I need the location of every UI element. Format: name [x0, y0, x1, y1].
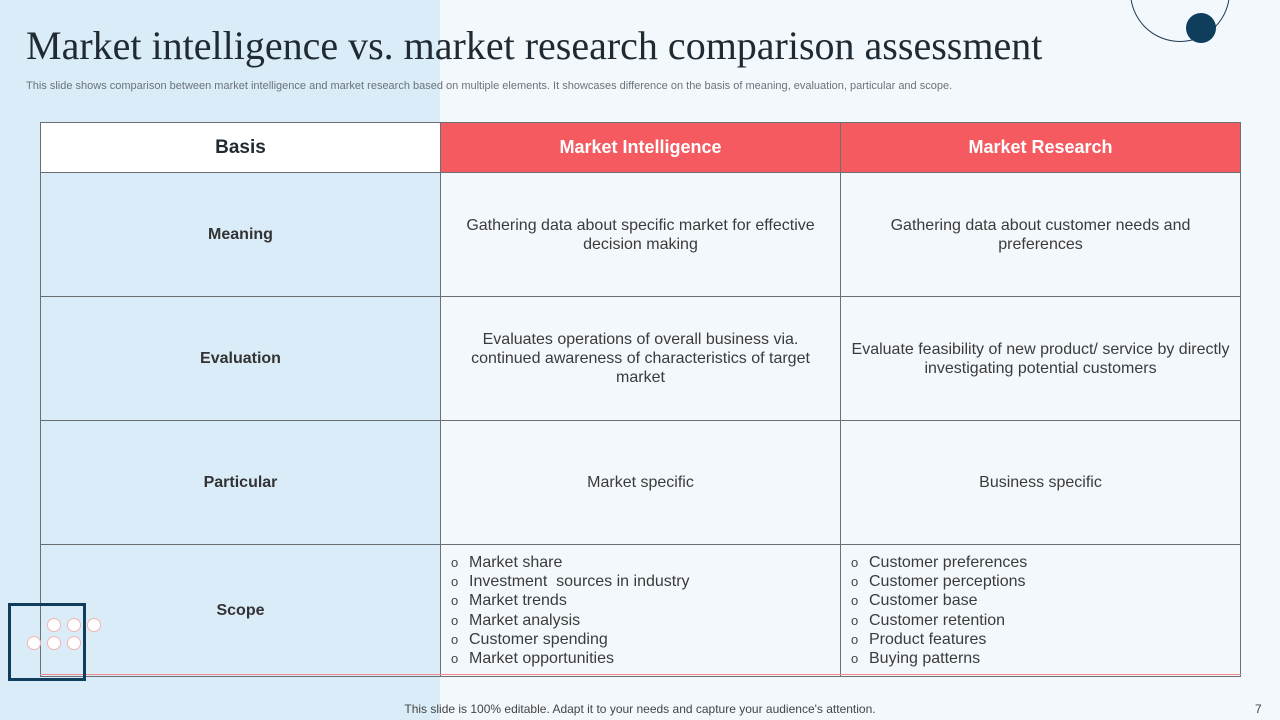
- decorative-dot: [47, 618, 61, 632]
- table-header-row: Basis Market Intelligence Market Researc…: [40, 122, 1241, 173]
- header-market-research: Market Research: [840, 122, 1241, 173]
- slide-title: Market intelligence vs. market research …: [26, 23, 1043, 68]
- comparison-table: Basis Market Intelligence Market Researc…: [40, 122, 1241, 677]
- basis-cell: Meaning: [40, 172, 441, 297]
- list-item-text: Customer perceptions: [869, 573, 1026, 591]
- bullet-circle-icon: o: [851, 631, 859, 647]
- list-item-text: Customer preferences: [869, 553, 1028, 571]
- basis-cell: Evaluation: [40, 296, 441, 421]
- list-item: o Buying patterns: [851, 649, 1230, 668]
- list-item-text: Market share: [469, 553, 563, 571]
- bottom-accent-line: [40, 674, 1241, 675]
- decorative-dot: [87, 618, 101, 632]
- header-basis: Basis: [40, 122, 441, 173]
- decorative-circle-dot: [1186, 13, 1216, 43]
- bullet-circle-icon: o: [451, 574, 459, 590]
- list-item: o Customer spending: [451, 630, 830, 649]
- list-item-text: Investment sources in industry: [469, 573, 690, 591]
- table-row-meaning: Meaning Gathering data about specific ma…: [40, 172, 1241, 297]
- scope-list-intelligence: o Market share o Investment sources in ind…: [451, 553, 830, 668]
- list-item: o Customer perceptions: [851, 572, 1230, 591]
- decorative-dot: [47, 636, 61, 650]
- bullet-circle-icon: o: [451, 650, 459, 666]
- bullet-circle-icon: o: [451, 554, 459, 570]
- market-research-scope-cell: o Customer preferences o Customer percepti…: [840, 544, 1241, 677]
- list-item: o Market trends: [451, 591, 830, 610]
- bullet-circle-icon: o: [851, 593, 859, 609]
- list-item-text: Customer base: [869, 592, 978, 610]
- bullet-circle-icon: o: [851, 650, 859, 666]
- decorative-square: [8, 603, 86, 681]
- list-item-text: Market opportunities: [469, 649, 614, 667]
- decorative-dot: [67, 636, 81, 650]
- market-intelligence-cell: Evaluates operations of overall business…: [440, 296, 841, 421]
- slide-subtitle: This slide shows comparison between mark…: [26, 80, 953, 92]
- bullet-circle-icon: o: [451, 631, 459, 647]
- list-item: o Product features: [851, 630, 1230, 649]
- list-item: o Customer preferences: [851, 553, 1230, 572]
- scope-list-research: o Customer preferences o Customer percepti…: [851, 553, 1230, 668]
- list-item-text: Buying patterns: [869, 649, 981, 667]
- list-item-text: Product features: [869, 630, 987, 648]
- list-item: o Market analysis: [451, 611, 830, 630]
- table-row-scope: Scope o Market share o Investment sources …: [40, 544, 1241, 677]
- market-intelligence-scope-cell: o Market share o Investment sources in ind…: [440, 544, 841, 677]
- list-item: o Market opportunities: [451, 649, 830, 668]
- market-intelligence-cell: Gathering data about specific market for…: [440, 172, 841, 297]
- page-number: 7: [1255, 702, 1262, 716]
- list-item-text: Market analysis: [469, 611, 581, 629]
- market-research-cell: Gathering data about customer needs and …: [840, 172, 1241, 297]
- list-item-text: Customer retention: [869, 611, 1006, 629]
- bullet-circle-icon: o: [851, 574, 859, 590]
- decorative-dot: [67, 618, 81, 632]
- market-intelligence-cell: Market specific: [440, 420, 841, 545]
- bullet-circle-icon: o: [451, 612, 459, 628]
- list-item: o Customer retention: [851, 611, 1230, 630]
- header-market-intelligence: Market Intelligence: [440, 122, 841, 173]
- basis-cell: Scope: [40, 544, 441, 677]
- slide-footer: This slide is 100% editable. Adapt it to…: [404, 702, 876, 716]
- list-item: o Investment sources in industry: [451, 572, 830, 591]
- market-research-cell: Evaluate feasibility of new product/ ser…: [840, 296, 1241, 421]
- decorative-circle-outline: [1130, 0, 1230, 42]
- decorative-dot: [27, 636, 41, 650]
- list-item: o Market share: [451, 553, 830, 572]
- market-research-cell: Business specific: [840, 420, 1241, 545]
- list-item-text: Market trends: [469, 592, 567, 610]
- bullet-circle-icon: o: [851, 612, 859, 628]
- table-row-evaluation: Evaluation Evaluates operations of overa…: [40, 296, 1241, 421]
- bullet-circle-icon: o: [451, 593, 459, 609]
- table-row-particular: Particular Market specific Business spec…: [40, 420, 1241, 545]
- list-item-text: Customer spending: [469, 630, 608, 648]
- bullet-circle-icon: o: [851, 554, 859, 570]
- list-item: o Customer base: [851, 591, 1230, 610]
- basis-cell: Particular: [40, 420, 441, 545]
